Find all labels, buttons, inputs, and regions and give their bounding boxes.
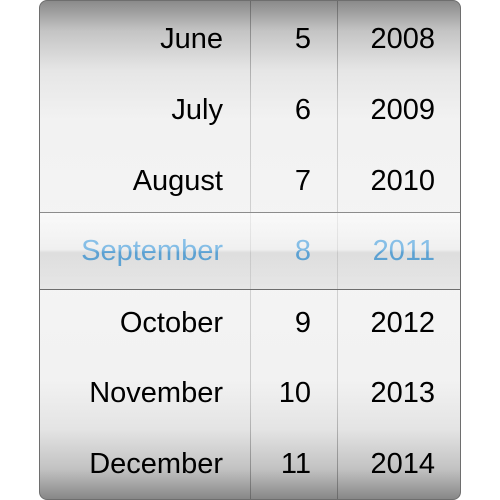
day-option[interactable]: 9 [294, 307, 311, 339]
month-wheel[interactable]: June July August September October Novem… [40, 1, 250, 499]
month-option[interactable]: August [132, 165, 223, 197]
year-option[interactable]: 2014 [370, 448, 435, 480]
date-picker[interactable]: June July August September October Novem… [39, 0, 461, 500]
day-option[interactable]: 7 [294, 165, 311, 197]
month-option[interactable]: December [89, 448, 223, 480]
year-option[interactable]: 2010 [370, 165, 435, 197]
day-option[interactable]: 6 [294, 94, 311, 126]
day-option-selected[interactable]: 8 [294, 235, 311, 267]
day-option[interactable]: 10 [278, 377, 311, 409]
day-wheel[interactable]: 5 6 7 8 9 10 11 [251, 1, 337, 499]
year-option[interactable]: 2012 [370, 307, 435, 339]
day-option[interactable]: 11 [280, 448, 311, 480]
year-option[interactable]: 2008 [370, 23, 435, 55]
year-option[interactable]: 2013 [370, 377, 435, 409]
month-option[interactable]: October [119, 307, 223, 339]
month-option[interactable]: July [171, 94, 223, 126]
month-option[interactable]: November [89, 377, 223, 409]
month-option[interactable]: June [160, 23, 223, 55]
year-wheel[interactable]: 2008 2009 2010 2011 2012 2013 2014 [338, 1, 460, 499]
day-option[interactable]: 5 [294, 23, 311, 55]
year-option-selected[interactable]: 2011 [372, 235, 435, 267]
year-option[interactable]: 2009 [370, 94, 435, 126]
month-option-selected[interactable]: September [81, 235, 223, 267]
